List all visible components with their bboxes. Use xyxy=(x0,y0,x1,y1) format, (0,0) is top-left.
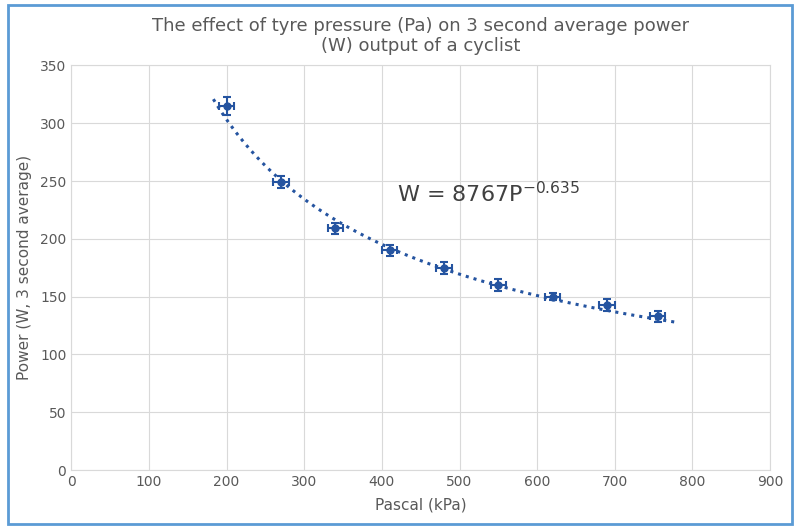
X-axis label: Pascal (kPa): Pascal (kPa) xyxy=(375,497,466,512)
Title: The effect of tyre pressure (Pa) on 3 second average power
(W) output of a cycli: The effect of tyre pressure (Pa) on 3 se… xyxy=(152,17,690,56)
Text: W = 8767P$^{-0.635}$: W = 8767P$^{-0.635}$ xyxy=(398,180,581,206)
Y-axis label: Power (W, 3 second average): Power (W, 3 second average) xyxy=(17,155,32,380)
